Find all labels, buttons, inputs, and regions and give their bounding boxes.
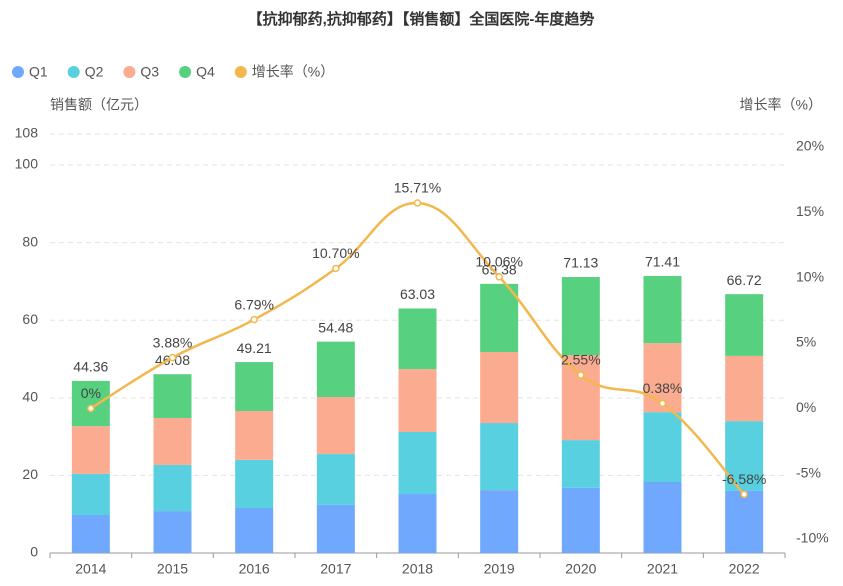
total-label: 44.36: [73, 359, 108, 375]
y2-tick-label: 5%: [796, 334, 816, 350]
total-label: 54.48: [318, 319, 353, 335]
bar-segment: [398, 369, 437, 432]
bar-segment: [398, 431, 437, 495]
y2-tick-label: 0%: [796, 399, 816, 415]
bar-segment: [235, 459, 274, 508]
bar-segment: [561, 440, 600, 488]
y2-axis-label: 增长率（%）: [740, 97, 822, 113]
y-tick-label: 60: [22, 311, 38, 327]
bar-segment: [316, 397, 355, 455]
legend-marker: [123, 66, 136, 78]
legend-label: Q3: [140, 64, 159, 80]
legend-marker: [67, 66, 80, 78]
x-tick-label: 2022: [729, 561, 760, 577]
bar-segment: [316, 504, 355, 553]
x-tick-label: 2020: [565, 561, 596, 577]
y2-tick-label: -10%: [796, 530, 829, 546]
bar-segment: [153, 464, 192, 512]
legend-marker: [234, 66, 247, 78]
growth-label: 6.79%: [234, 296, 274, 312]
legend-label: Q2: [85, 64, 104, 80]
bar-segment: [71, 380, 110, 427]
growth-line: [90, 201, 746, 496]
growth-point: [658, 399, 667, 408]
growth-point: [495, 273, 503, 281]
bar-segment: [561, 487, 600, 553]
growth-point: [168, 353, 177, 362]
bar-segment: [643, 482, 682, 553]
bar-segment: [725, 355, 764, 422]
x-tick-label: 2017: [320, 561, 351, 577]
x-tick-label: 2018: [402, 561, 433, 577]
x-tick-label: 2021: [647, 561, 678, 577]
bar-segment: [153, 374, 192, 418]
bar-segment: [398, 494, 437, 553]
y2-tick-label: 10%: [796, 268, 824, 284]
y-tick-label: 20: [22, 466, 38, 482]
bar-segment: [643, 412, 682, 483]
x-tick-label: 2014: [75, 561, 106, 577]
bar-segment: [71, 514, 110, 553]
y2-tick-label: 15%: [796, 203, 824, 219]
y2-tick-label: -5%: [796, 464, 821, 480]
growth-label: 10.06%: [475, 254, 522, 270]
legend-label: 增长率（%）: [252, 64, 334, 80]
bar-segment: [398, 308, 437, 370]
legend-label: Q1: [29, 64, 48, 80]
y-tick-label: 100: [15, 156, 39, 172]
growth-label: 2.55%: [561, 352, 601, 368]
legend-marker: [179, 66, 192, 78]
bar-segment: [316, 341, 355, 398]
total-label: 71.41: [645, 254, 680, 270]
y-tick-label: 40: [22, 389, 38, 405]
bar-segment: [235, 507, 274, 553]
growth-point: [413, 199, 422, 207]
bar-segment: [725, 294, 764, 356]
bar-segment: [235, 362, 274, 412]
total-label: 71.13: [563, 255, 598, 271]
total-label: 49.21: [237, 340, 272, 356]
chart-title: 【抗抑郁药,抗抑郁药】【销售额】全国医院-年度趋势: [248, 10, 595, 28]
bar-segment: [480, 490, 519, 553]
bar-segment: [316, 454, 355, 505]
y-axis-label: 销售额（亿元）: [50, 97, 148, 113]
growth-point: [332, 264, 340, 273]
growth-label: -6.58%: [722, 471, 766, 487]
x-tick-label: 2015: [157, 561, 188, 577]
bar-segment: [725, 490, 764, 553]
x-tick-label: 2016: [239, 561, 270, 577]
growth-point: [250, 315, 258, 324]
growth-label: 0%: [81, 385, 101, 401]
growth-point: [740, 490, 748, 499]
y-tick-label: 108: [15, 125, 39, 141]
bar-segment: [480, 283, 519, 353]
x-tick-label: 2019: [484, 561, 515, 577]
growth-label: 0.38%: [643, 380, 683, 396]
bar-segment: [71, 473, 110, 515]
y-tick-label: 80: [22, 233, 38, 249]
bar-segment: [71, 426, 110, 474]
bar-segment: [480, 352, 519, 424]
total-label: 66.72: [727, 272, 762, 288]
y2-tick-label: 20%: [796, 138, 824, 154]
growth-label: 10.70%: [312, 245, 359, 261]
growth-point: [87, 404, 95, 413]
legend-marker: [12, 66, 24, 78]
bar-segment: [643, 275, 682, 344]
growth-label: 15.71%: [394, 180, 441, 196]
bar-segment: [561, 355, 600, 441]
growth-point: [577, 371, 585, 379]
legend-label: Q4: [196, 64, 215, 80]
bar-segment: [480, 423, 519, 491]
bar-segment: [235, 411, 274, 460]
bar-segment: [561, 277, 600, 356]
bar-segment: [153, 511, 192, 553]
bar-segment: [153, 417, 192, 465]
growth-label: 3.88%: [153, 334, 193, 350]
total-label: 63.03: [400, 286, 435, 302]
y-tick-label: 0: [30, 544, 38, 560]
